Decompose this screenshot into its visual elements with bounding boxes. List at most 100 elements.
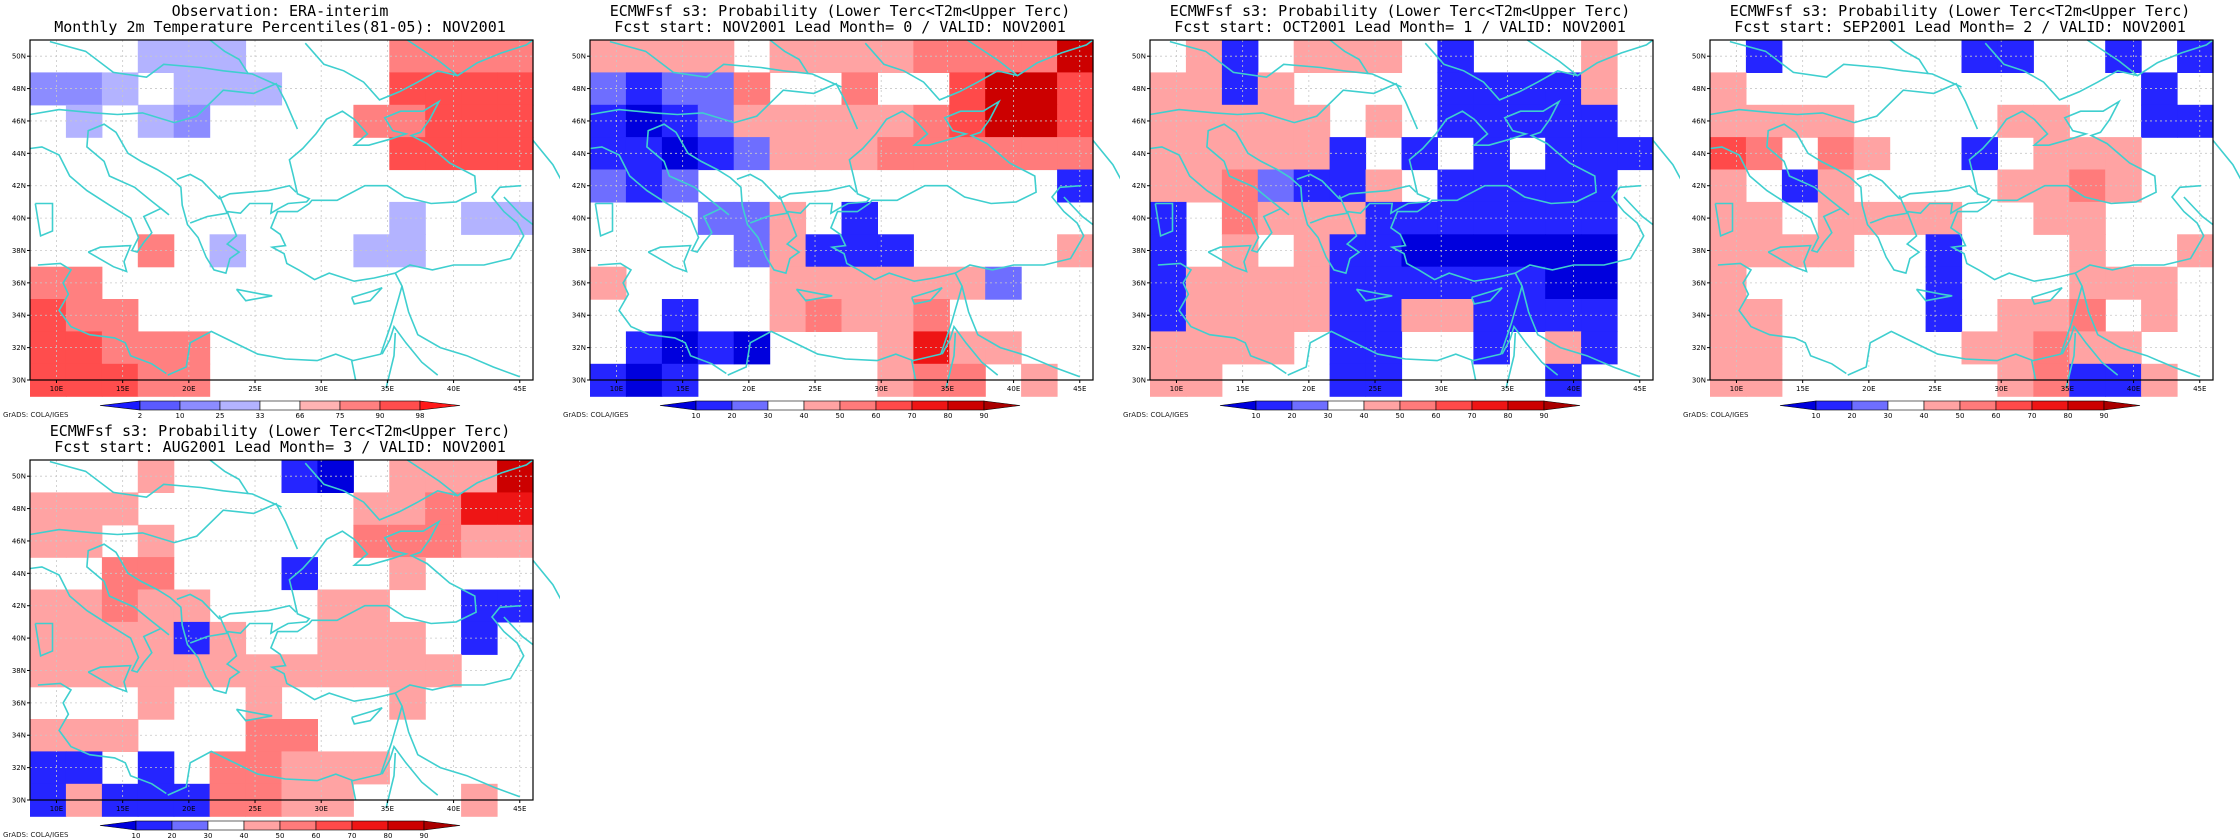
coastline [1717, 262, 1847, 375]
colorbar-segment [1887, 400, 1925, 411]
colorbar-label: 30 [764, 412, 773, 420]
grads-credit: GrADS: COLA/IGES [1123, 411, 1189, 419]
coastline [350, 706, 383, 725]
coastline [1154, 202, 1174, 238]
colorbar-segment [1995, 400, 2033, 411]
lat-tick-label: 40N [12, 635, 26, 643]
coastline [589, 99, 1037, 376]
lat-tick-label: 38N [1132, 247, 1146, 255]
colorbar-label: 70 [1468, 412, 1477, 420]
colorbar-label: 60 [312, 832, 321, 840]
colorbar-segment [99, 820, 137, 831]
lon-tick-label: 35E [2061, 385, 2074, 393]
lat-tick-label: 42N [1692, 182, 1706, 190]
coastline [37, 262, 167, 375]
grads-credit: GrADS: COLA/IGES [1683, 411, 1749, 419]
lat-tick-label: 46N [12, 537, 26, 545]
lat-tick-label: 30N [1692, 377, 1706, 385]
colorbar-segment [315, 820, 353, 831]
panel-title-line1: ECMWFsf s3: Probability (Lower Terc<T2m<… [1169, 2, 1631, 20]
colorbar-segment [207, 820, 245, 831]
colorbar-label: 30 [1884, 412, 1893, 420]
coastline [209, 39, 250, 75]
lon-tick-label: 15E [116, 805, 129, 813]
lat-tick-label: 46N [1132, 117, 1146, 125]
colorbar-segment [1779, 400, 1817, 411]
lat-tick-label: 32N [572, 344, 586, 352]
colorbar-label: 80 [1504, 412, 1513, 420]
colorbar-label: 90 [420, 832, 429, 840]
lat-tick-label: 50N [1692, 53, 1706, 61]
coastline [1149, 99, 1597, 376]
colorbar-segment [1291, 400, 1329, 411]
coastline-layer [1709, 39, 2240, 389]
colorbar-label: 50 [836, 412, 845, 420]
coastline [176, 173, 297, 200]
lat-tick-label: 48N [1692, 85, 1706, 93]
lat-tick-label: 34N [12, 732, 26, 740]
coastline [401, 285, 521, 378]
lon-tick-label: 25E [1928, 385, 1941, 393]
colorbar-segment [243, 820, 281, 831]
colorbar-segment [1851, 400, 1889, 411]
lat-tick-label: 40N [12, 215, 26, 223]
lat-tick-label: 44N [1132, 150, 1146, 158]
coastline-layer [29, 39, 560, 389]
coastline [910, 360, 917, 381]
panel-title-line2: Fcst start: SEP2001 Lead Month= 2 / VALI… [1734, 18, 2186, 36]
coastline [503, 616, 534, 646]
lat-tick-label: 44N [572, 150, 586, 158]
coastline [945, 332, 957, 389]
coastline [235, 708, 273, 722]
coastline [29, 82, 299, 130]
lat-tick-label: 36N [12, 279, 26, 287]
colorbar-label: 70 [908, 412, 917, 420]
coastline [1207, 244, 1252, 273]
lon-tick-label: 25E [808, 385, 821, 393]
coastline [1309, 195, 1349, 224]
coastline [2030, 360, 2037, 381]
panel-title-line2: Fcst start: AUG2001 Lead Month= 3 / VALI… [54, 438, 506, 456]
lat-tick-label: 34N [1692, 312, 1706, 320]
colorbar-segment [339, 400, 381, 411]
coastline [381, 744, 439, 796]
lat-tick-label: 50N [12, 53, 26, 61]
lat-tick-label: 38N [572, 247, 586, 255]
colorbar-segment [299, 400, 341, 411]
colorbar-segment [171, 820, 209, 831]
colorbar-label: 70 [348, 832, 357, 840]
lat-tick-label: 34N [572, 312, 586, 320]
coastline [34, 202, 54, 238]
lat-tick-label: 34N [12, 312, 26, 320]
coastline [1709, 82, 1979, 130]
lat-tick-label: 40N [572, 215, 586, 223]
coastline [532, 139, 560, 180]
lat-tick-label: 36N [12, 699, 26, 707]
colorbar-label: 20 [168, 832, 177, 840]
colorbar: 10 20 30 40 50 60 70 80 90 [1219, 400, 1581, 420]
coastline [394, 604, 525, 694]
colorbar-label: 70 [2028, 412, 2037, 420]
panel-forecast-lead3: ECMWFsf s3: Probability (Lower Terc<T2m<… [0, 420, 560, 840]
coastline [235, 288, 273, 302]
coastline [1915, 288, 1953, 302]
coastline [1470, 360, 1477, 381]
colorbar-segment [1435, 400, 1473, 411]
plot-frame [1709, 39, 2214, 381]
coastline [189, 195, 229, 224]
panel-forecast-lead0: ECMWFsf s3: Probability (Lower Terc<T2m<… [560, 0, 1120, 420]
coastline [29, 502, 299, 550]
coastline [910, 286, 943, 305]
coastline [401, 705, 521, 798]
coastline [2081, 285, 2201, 378]
lat-tick-label: 40N [1132, 215, 1146, 223]
colorbar-label: 20 [1848, 412, 1857, 420]
lat-tick-label: 48N [572, 85, 586, 93]
colorbar-label: 75 [336, 412, 345, 420]
coastline [1470, 286, 1503, 305]
colorbar-segment [947, 400, 985, 411]
colorbar-label: 90 [376, 412, 385, 420]
coastline [2065, 332, 2077, 389]
lat-tick-label: 46N [1692, 117, 1706, 125]
colorbar-label: 80 [384, 832, 393, 840]
